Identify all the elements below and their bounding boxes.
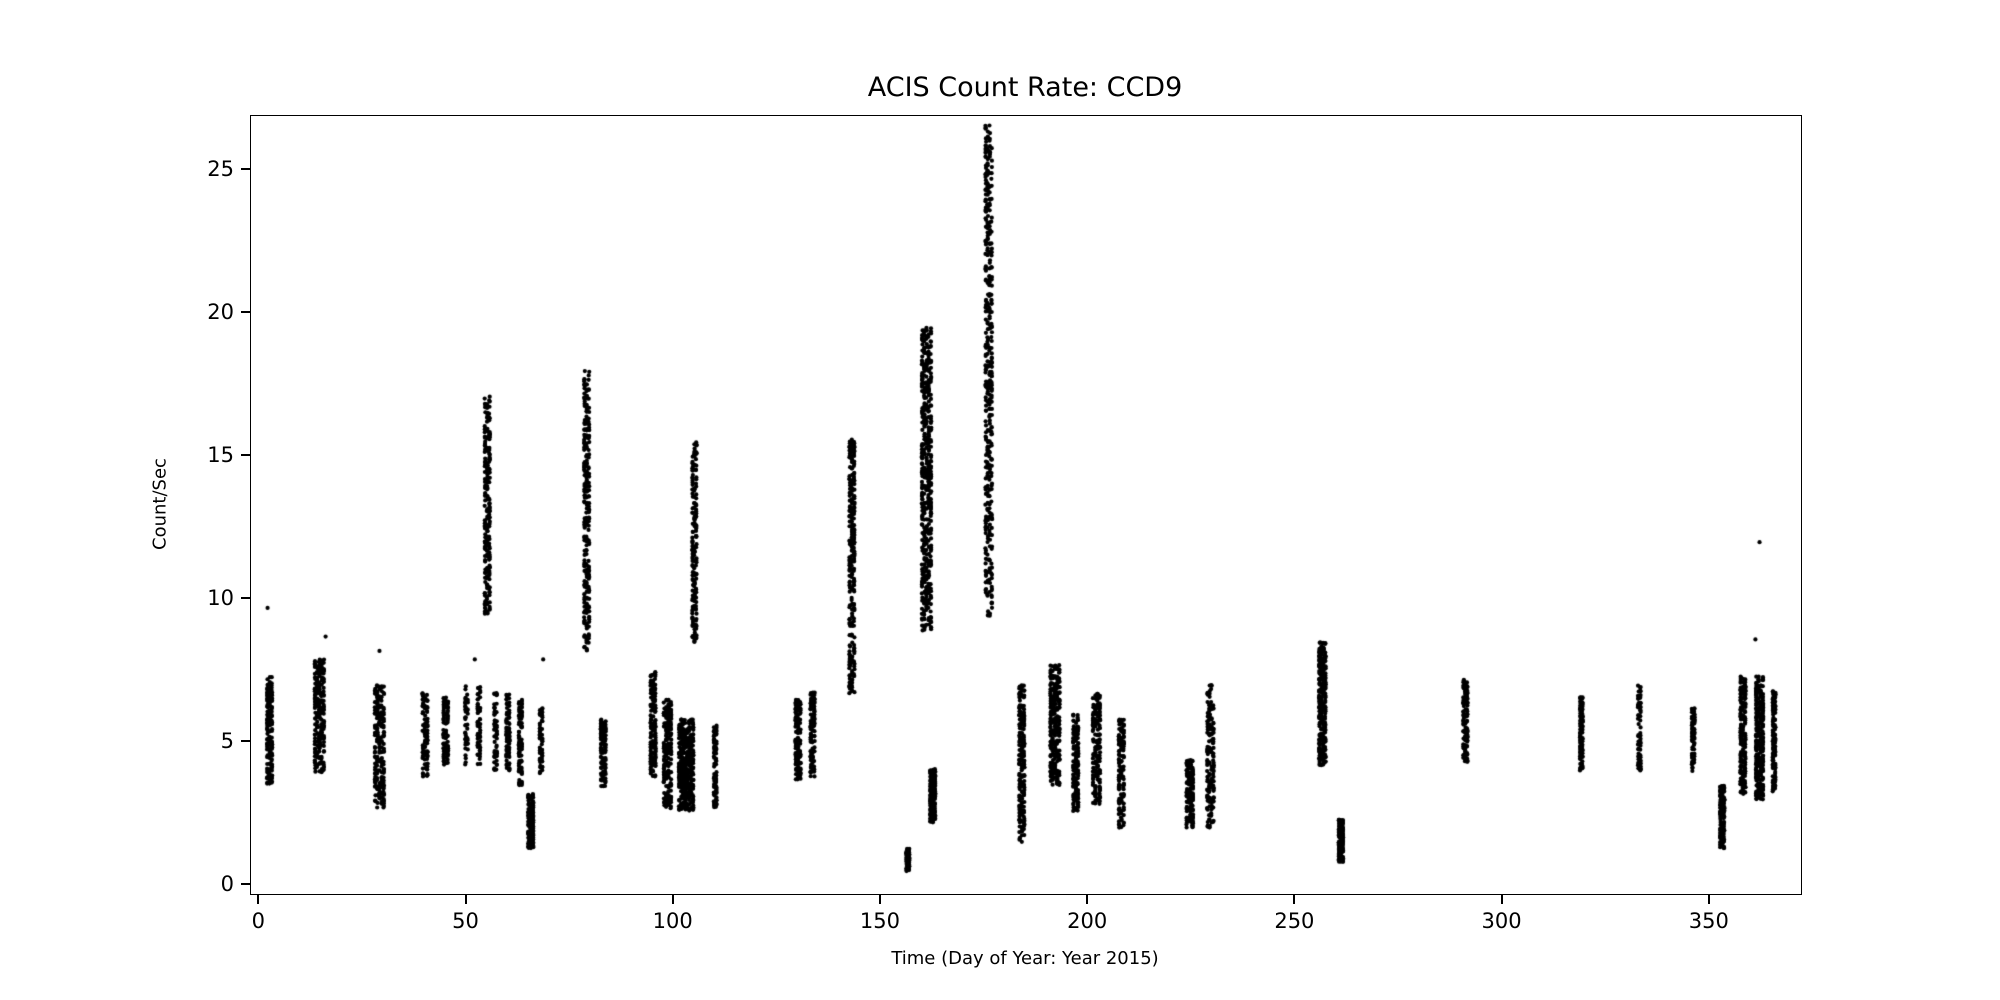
y-tick-mark [241, 883, 250, 886]
x-tick-label: 250 [1274, 909, 1315, 933]
y-tick-label: 5 [220, 729, 234, 754]
x-tick-label: 300 [1481, 909, 1522, 933]
y-tick-mark [241, 168, 250, 171]
x-tick-mark [1707, 895, 1710, 904]
scatter-points-canvas [251, 116, 1801, 894]
y-axis-label: Count/Sec [149, 458, 171, 550]
x-tick-mark [671, 895, 674, 904]
y-tick-mark [241, 311, 250, 314]
y-tick-label: 25 [207, 157, 234, 182]
x-tick-mark [1086, 895, 1089, 904]
y-tick-mark [241, 740, 250, 743]
y-tick-label: 10 [207, 586, 234, 611]
x-tick-mark [1500, 895, 1503, 904]
x-tick-label: 200 [1067, 909, 1108, 933]
x-tick-mark [257, 895, 260, 904]
x-tick-mark [464, 895, 467, 904]
y-tick-mark [241, 597, 250, 600]
x-axis-label: Time (Day of Year: Year 2015) [891, 948, 1159, 969]
x-tick-label: 350 [1688, 909, 1729, 933]
y-tick-label: 0 [220, 872, 234, 897]
x-tick-mark [878, 895, 881, 904]
y-tick-label: 15 [207, 443, 234, 468]
x-tick-label: 0 [251, 909, 265, 933]
x-tick-label: 50 [452, 909, 479, 933]
plot-area [250, 115, 1802, 895]
x-tick-label: 150 [859, 909, 900, 933]
x-tick-label: 100 [652, 909, 693, 933]
x-tick-mark [1293, 895, 1296, 904]
y-tick-label: 20 [207, 300, 234, 325]
chart-title: ACIS Count Rate: CCD9 [867, 72, 1183, 103]
y-tick-mark [241, 454, 250, 457]
